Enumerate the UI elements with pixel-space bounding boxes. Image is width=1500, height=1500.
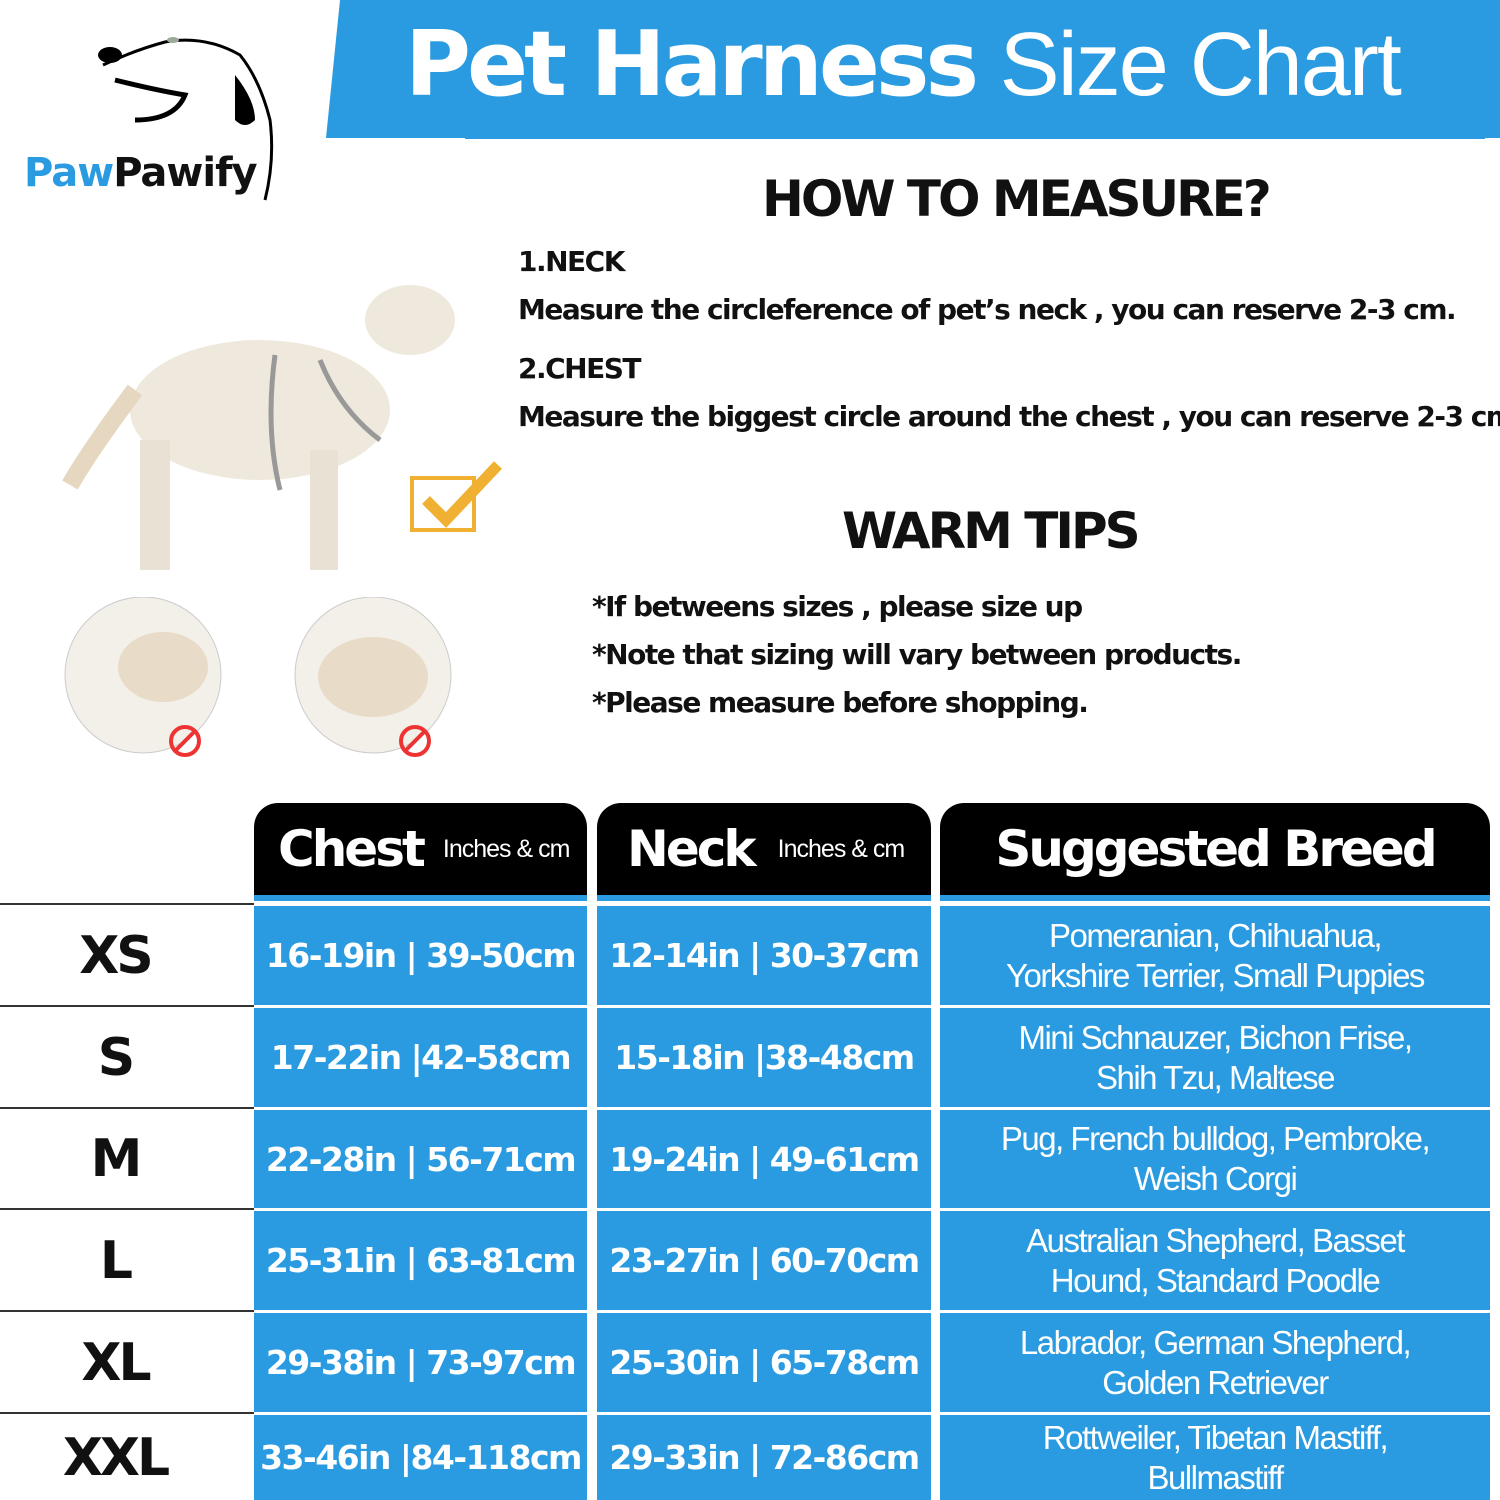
chest-value: 25-31in | 63-81cm [265, 1241, 577, 1280]
dog-logo-icon [98, 37, 274, 201]
page-title: Pet Harness Size Chart [405, 12, 1402, 117]
tip-1: *If betweens sizes , please size up [592, 590, 1083, 623]
prohibited-icon [169, 725, 201, 757]
neck-label: 1.NECK [518, 245, 625, 278]
header-strip [940, 895, 1490, 901]
chest-cell: 22-28in | 56-71cm [254, 1110, 587, 1208]
breed-line: Australian Shepherd, Basset [1026, 1221, 1405, 1259]
chest-value: 17-22in |42-58cm [270, 1038, 572, 1077]
neck-cell: 25-30in | 65-78cm [597, 1313, 931, 1412]
neck-value: 25-30in | 65-78cm [609, 1343, 920, 1382]
chest-cell: 17-22in |42-58cm [254, 1008, 587, 1107]
breed-cell: Rottweiler, Tibetan Mastiff, Bullmastiff [940, 1415, 1490, 1500]
chest-cell: 25-31in | 63-81cm [254, 1211, 587, 1310]
neck-instruction: Measure the circleference of pet’s neck … [518, 293, 1457, 326]
chest-cell: 33-46in |84-118cm [254, 1415, 587, 1500]
header-strip [597, 895, 931, 901]
warm-tips-heading: WARM TIPS [842, 502, 1141, 560]
chest-label: 2.CHEST [518, 352, 642, 385]
breed-cell: Mini Schnauzer, Bichon Frise, Shih Tzu, M… [940, 1008, 1490, 1107]
breed-line: Yorkshire Terrier, Small Puppies [1006, 956, 1425, 994]
breed-cell: Pug, French bulldog, Pembroke, Weish Corg… [940, 1110, 1490, 1208]
how-to-measure-heading: HOW TO MEASURE? [762, 170, 1272, 228]
neck-cell: 19-24in | 49-61cm [597, 1110, 931, 1208]
neck-header: Neck Inches & cm [597, 803, 931, 895]
chest-value: 29-38in | 73-97cm [265, 1343, 577, 1382]
chest-value: 33-46in |84-118cm [260, 1438, 582, 1477]
breed-line: Bullmastiff [1147, 1458, 1284, 1496]
neck-value: 29-33in | 72-86cm [609, 1438, 920, 1477]
size-label: L [99, 1230, 133, 1291]
wrong-chest-image [294, 597, 452, 757]
breed-line: Golden Retriever [1102, 1363, 1329, 1401]
breed-line: Hound, Standard Poodle [1050, 1261, 1381, 1299]
neck-value: 12-14in | 30-37cm [609, 936, 920, 975]
check-icon [410, 461, 502, 532]
breed-cell: Labrador, German Shepherd, Golden Retriev… [940, 1313, 1490, 1412]
breed-line: Mini Schnauzer, Bichon Frise, [1018, 1018, 1413, 1056]
header-strip [254, 895, 587, 901]
breed-cell: Australian Shepherd, Basset Hound, Standa… [940, 1211, 1490, 1310]
row-divider [0, 1412, 254, 1414]
breed-line: Pomeranian, Chihuahua, [1048, 916, 1383, 954]
breed-cell: Pomeranian, Chihuahua, Yorkshire Terrier,… [940, 906, 1490, 1005]
row-divider [0, 1107, 254, 1109]
breed-line: Pug, French bulldog, Pembroke, [1000, 1120, 1431, 1157]
row-divider [0, 903, 254, 905]
breed-line: Labrador, German Shepherd, [1019, 1323, 1412, 1361]
neck-cell: 29-33in | 72-86cm [597, 1415, 931, 1500]
row-divider [0, 1208, 254, 1210]
row-divider [0, 1005, 254, 1007]
neck-cell: 12-14in | 30-37cm [597, 906, 931, 1005]
brand-logo: PawPawify [24, 150, 258, 196]
prohibited-icon [399, 725, 431, 757]
tip-2: *Note that sizing will vary between prod… [592, 638, 1242, 671]
chest-instruction: Measure the biggest circle around the ch… [518, 400, 1500, 433]
breed-line: Weish Corgi [1133, 1160, 1298, 1197]
dog-measuring-image [62, 285, 455, 570]
size-label: XS [79, 925, 154, 986]
chest-cell: 16-19in | 39-50cm [254, 906, 587, 1005]
breed-header: Suggested Breed [940, 803, 1490, 895]
neck-value: 15-18in |38-48cm [614, 1038, 915, 1077]
row-divider [0, 1310, 254, 1312]
breed-line: Rottweiler, Tibetan Mastiff, [1042, 1418, 1389, 1456]
size-label: S [97, 1027, 135, 1088]
size-label: M [90, 1129, 143, 1189]
tip-3: *Please measure before shopping. [592, 686, 1089, 719]
wrong-neck-image [64, 597, 222, 757]
neck-cell: 23-27in | 60-70cm [597, 1211, 931, 1310]
title-underline [465, 137, 1485, 139]
neck-value: 23-27in | 60-70cm [609, 1241, 920, 1280]
size-label: XL [81, 1332, 151, 1393]
chest-value: 22-28in | 56-71cm [265, 1139, 577, 1179]
neck-value: 19-24in | 49-61cm [609, 1139, 920, 1179]
title-banner [326, 0, 1500, 138]
chest-cell: 29-38in | 73-97cm [254, 1313, 587, 1412]
chest-value: 16-19in | 39-50cm [265, 936, 577, 975]
breed-line: Shih Tzu, Maltese [1095, 1058, 1336, 1096]
neck-cell: 15-18in |38-48cm [597, 1008, 931, 1107]
size-label: XXL [62, 1427, 170, 1488]
chest-header: Chest Inches & cm [254, 803, 587, 895]
